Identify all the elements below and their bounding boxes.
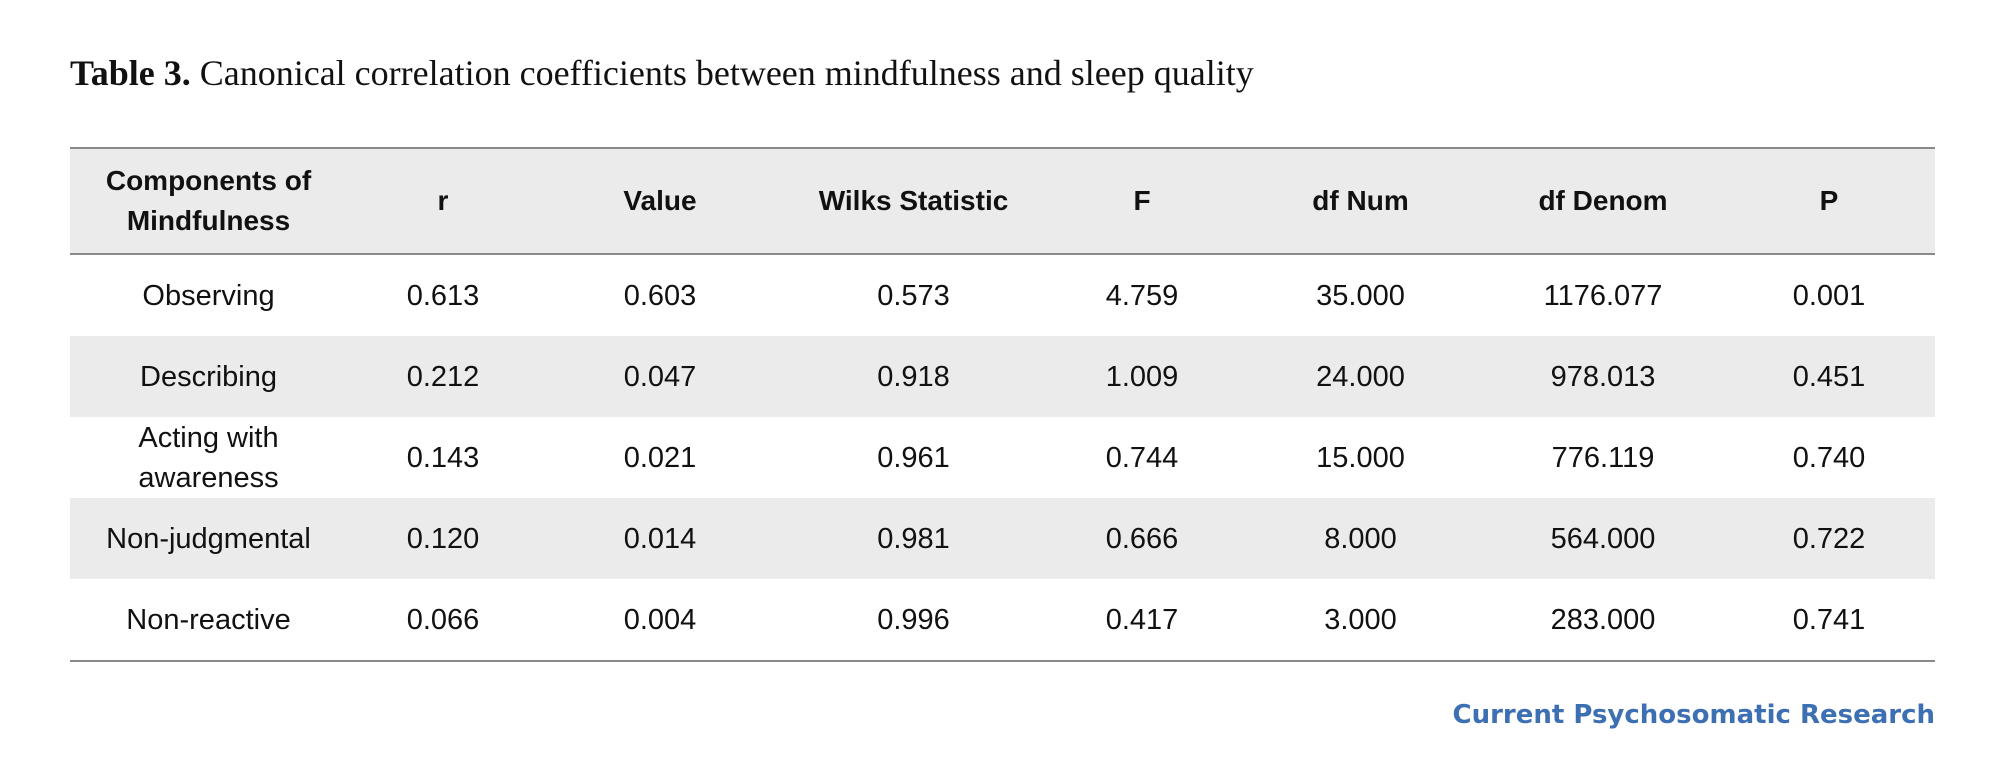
header-row: Components of Mindfulness r Value Wilks … [70, 147, 1935, 255]
journal-logo: Current Psychosomatic Research [1452, 700, 1936, 730]
cell-p: 0.741 [1723, 579, 1935, 662]
table-row: Observing 0.613 0.603 0.573 4.759 35.000… [70, 254, 1935, 336]
cell-df-denom: 978.013 [1483, 336, 1723, 417]
cell-p: 0.722 [1723, 498, 1935, 579]
table-number: Table 3. [70, 53, 191, 93]
cell-f: 0.744 [1105, 441, 1179, 474]
results-table: Components of Mindfulness r Value Wilks … [70, 147, 1935, 662]
cell-p: 0.451 [1723, 336, 1935, 417]
cell-value: 0.603 [623, 279, 697, 312]
cell-df-num: 8.000 [1238, 498, 1483, 579]
header-df-denom: df Denom [1483, 147, 1723, 255]
header-df-num: df Num [1238, 147, 1483, 255]
cell-component: Observing [142, 279, 275, 312]
cell-f: 0.417 [1046, 579, 1238, 662]
table-caption: Table 3. Canonical correlation coefficie… [70, 52, 1254, 94]
header-wilks-statistic: Wilks Statistic [781, 147, 1046, 255]
header-value: Value [539, 147, 781, 255]
table-row: Non-reactive 0.066 0.004 0.996 0.417 3.0… [70, 579, 1935, 662]
cell-f: 1.009 [1046, 336, 1238, 417]
cell-wilks: 0.573 [877, 279, 950, 312]
cell-wilks: 0.961 [877, 441, 950, 474]
cell-df-denom: 776.119 [1551, 441, 1655, 474]
cell-value: 0.004 [539, 579, 781, 662]
header-r: r [347, 147, 539, 255]
cell-component: Describing [70, 336, 347, 417]
table-row: Non-judgmental 0.120 0.014 0.981 0.666 8… [70, 498, 1935, 579]
cell-wilks: 0.996 [781, 579, 1046, 662]
cell-value: 0.021 [623, 441, 697, 474]
cell-p: 0.001 [1792, 279, 1866, 312]
table-row: Acting with awareness 0.143 0.021 0.961 … [70, 417, 1935, 498]
cell-df-denom: 1176.077 [1543, 279, 1663, 312]
header-components: Components of Mindfulness [70, 147, 347, 255]
cell-df-num: 3.000 [1238, 579, 1483, 662]
cell-r: 0.120 [347, 498, 539, 579]
cell-p: 0.740 [1792, 441, 1866, 474]
cell-value: 0.014 [539, 498, 781, 579]
header-f: F [1046, 147, 1238, 255]
cell-df-denom: 283.000 [1483, 579, 1723, 662]
cell-value: 0.047 [539, 336, 781, 417]
cell-r: 0.212 [347, 336, 539, 417]
cell-f: 4.759 [1105, 279, 1179, 312]
cell-df-num: 24.000 [1238, 336, 1483, 417]
cell-df-denom: 564.000 [1483, 498, 1723, 579]
cell-f: 0.666 [1046, 498, 1238, 579]
table-row: Describing 0.212 0.047 0.918 1.009 24.00… [70, 336, 1935, 417]
cell-component: Non-reactive [70, 579, 347, 662]
header-p: P [1723, 147, 1935, 255]
cell-wilks: 0.981 [781, 498, 1046, 579]
cell-r: 0.143 [406, 441, 480, 474]
cell-wilks: 0.918 [781, 336, 1046, 417]
table-title: Canonical correlation coefficients betwe… [190, 53, 1254, 93]
cell-df-num: 35.000 [1316, 279, 1405, 312]
cell-r: 0.613 [406, 279, 480, 312]
cell-df-num: 15.000 [1316, 441, 1405, 474]
cell-component: Non-judgmental [70, 498, 347, 579]
cell-component: Acting with awareness [138, 421, 279, 494]
cell-r: 0.066 [347, 579, 539, 662]
